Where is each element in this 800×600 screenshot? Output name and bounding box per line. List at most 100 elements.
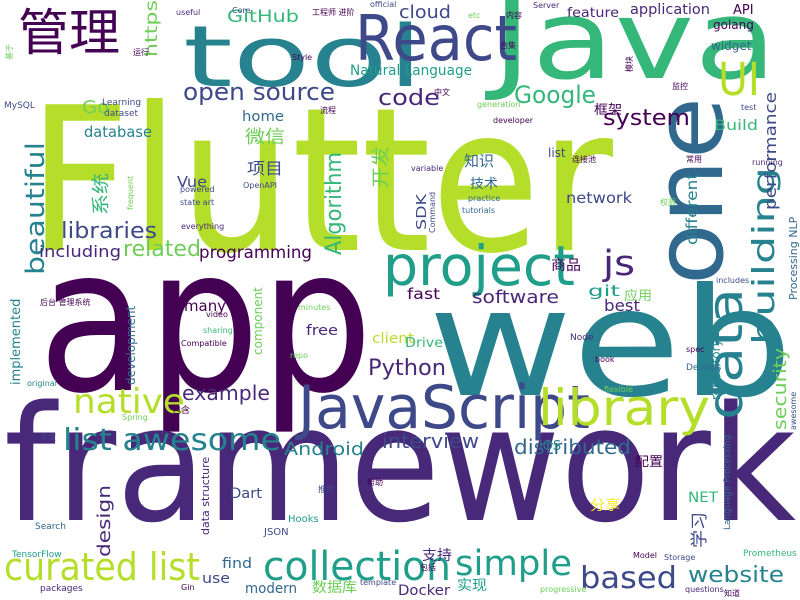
- word: React: [355, 2, 517, 75]
- word: JSON: [263, 527, 289, 538]
- word: home: [242, 109, 284, 125]
- word: repo: [290, 351, 308, 360]
- word: official: [370, 0, 396, 9]
- word: minutes: [298, 303, 330, 312]
- word: data structure: [199, 457, 212, 535]
- word: Hooks: [288, 514, 319, 525]
- word: design: [94, 485, 115, 557]
- word: everything: [181, 222, 224, 231]
- word: SDK: [415, 193, 430, 230]
- word: test: [741, 103, 756, 112]
- word: Python: [368, 356, 446, 381]
- word: 模块: [624, 56, 634, 72]
- word: 分享: [590, 497, 620, 514]
- word: 配置: [635, 455, 663, 470]
- word: 微信: [245, 127, 285, 148]
- word: 流程: [320, 105, 336, 115]
- word: 工程师 进阶: [312, 7, 355, 17]
- word: system: [603, 106, 690, 131]
- word: Processing NLP: [787, 216, 800, 300]
- word: 常用: [686, 155, 702, 164]
- word: software: [472, 287, 559, 308]
- word: git: [588, 282, 620, 300]
- word: video: [206, 310, 228, 319]
- word: including: [39, 242, 121, 261]
- word: Command: [428, 192, 437, 233]
- word: open source: [183, 78, 335, 106]
- word: Language Processing: [723, 435, 733, 530]
- word: modern: [245, 581, 297, 597]
- word: application: [630, 2, 710, 18]
- word: web: [428, 257, 793, 431]
- word: js: [602, 244, 635, 284]
- word: programming: [199, 243, 312, 263]
- word: Spring: [122, 413, 148, 422]
- word: native: [73, 382, 185, 422]
- word: development: [124, 306, 138, 385]
- word: Android: [284, 439, 364, 460]
- word: progressive: [540, 585, 586, 594]
- word: 权限: [660, 197, 676, 207]
- word: spec: [686, 345, 705, 354]
- word: Java: [485, 0, 777, 104]
- word: many: [184, 297, 226, 315]
- word: powered: [180, 185, 215, 194]
- word: 技术: [470, 177, 498, 192]
- word: https: [142, 0, 162, 57]
- word: TensorFlow: [11, 550, 62, 560]
- word: list: [548, 146, 566, 160]
- word: library: [538, 379, 710, 437]
- word: 深度: [40, 432, 56, 442]
- word: awesome: [789, 392, 798, 430]
- word: libraries: [61, 219, 157, 244]
- word: iOS: [539, 439, 561, 454]
- word: fast: [407, 285, 440, 303]
- word: security: [770, 348, 791, 430]
- word: packages: [40, 584, 83, 594]
- word: dataset: [104, 109, 138, 119]
- word: performance: [761, 92, 780, 210]
- word: Dart: [230, 486, 263, 502]
- word: data: [698, 288, 754, 420]
- word: app: [38, 205, 373, 438]
- word: 运行: [133, 47, 149, 57]
- word: generation: [477, 100, 521, 109]
- word: code: [378, 86, 440, 111]
- word: 包含: [172, 404, 190, 416]
- word: free: [306, 323, 338, 339]
- word: Node: [570, 333, 594, 343]
- word: list awesome: [63, 423, 281, 458]
- word: 监控: [672, 81, 688, 91]
- word: variable: [411, 164, 443, 173]
- word: 帮助: [367, 477, 383, 487]
- word: Storage: [664, 553, 695, 562]
- word: example: [182, 381, 270, 405]
- word: collection: [263, 544, 451, 590]
- word: network: [566, 189, 632, 207]
- word: sharing: [203, 326, 233, 335]
- word: MySQL: [4, 101, 35, 111]
- word: golang: [713, 18, 754, 32]
- word: Prometheus: [743, 549, 797, 559]
- word: one: [635, 97, 745, 285]
- word: find: [222, 556, 252, 572]
- word: 支持: [422, 548, 452, 564]
- word: 知道: [724, 588, 740, 598]
- word: 数据库: [312, 580, 357, 596]
- word: website: [688, 563, 784, 588]
- word: building: [747, 167, 782, 345]
- word: Compatible: [181, 339, 227, 348]
- word: questions: [685, 585, 724, 594]
- word: Drive: [405, 336, 443, 351]
- word: related: [123, 237, 201, 262]
- word: interview: [382, 429, 479, 453]
- word: DevOps: [686, 363, 722, 373]
- word: best: [604, 296, 640, 315]
- word: practice: [468, 194, 500, 203]
- word: Model: [633, 551, 657, 560]
- word: Algorithm: [322, 152, 347, 255]
- word: framework: [4, 371, 796, 558]
- word: database: [84, 123, 152, 141]
